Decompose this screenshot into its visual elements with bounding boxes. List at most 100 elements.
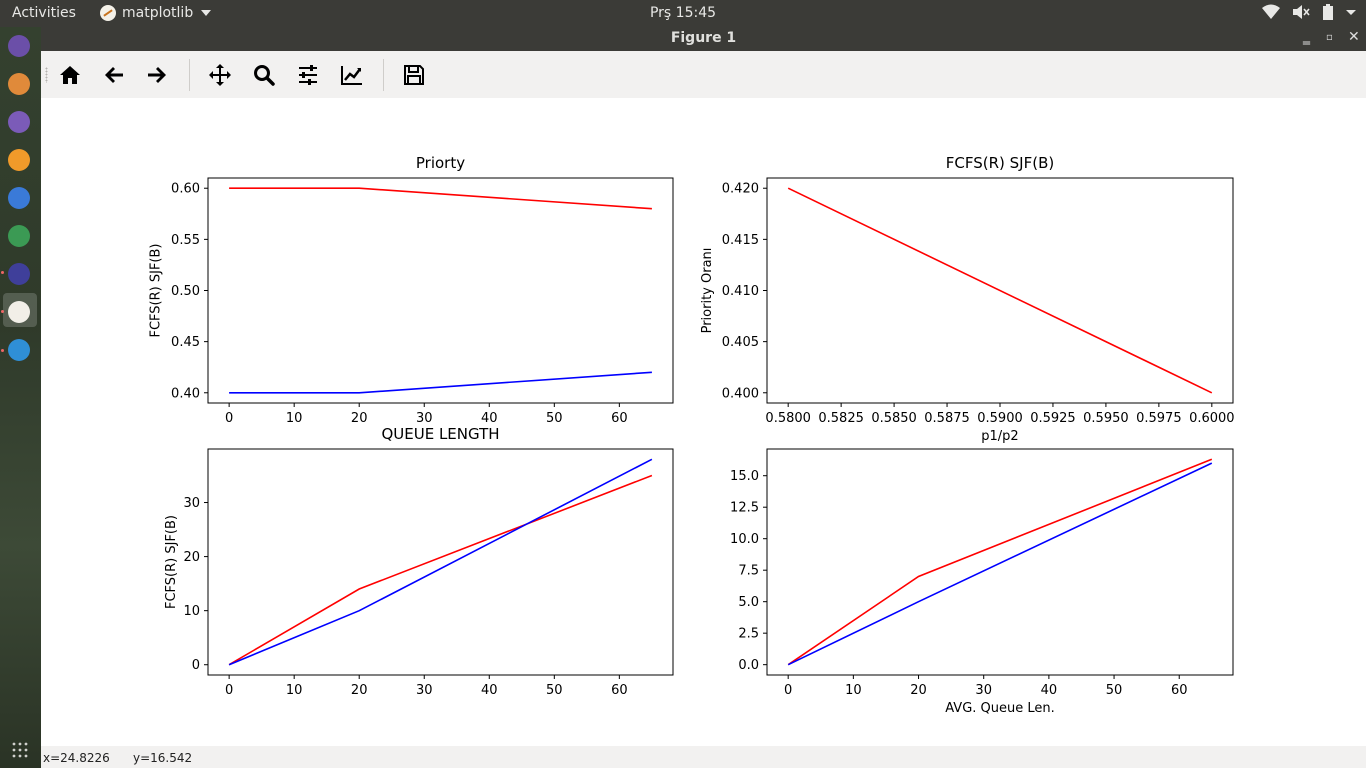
x-tick-label: 40 (481, 683, 498, 698)
series-line (787, 458, 1213, 666)
vscode-icon[interactable] (8, 263, 30, 285)
x-tick-label: 60 (1171, 683, 1188, 698)
y-tick-label: 0.410 (722, 284, 759, 299)
navigation-toolbar (41, 51, 1366, 99)
matplotlib-icon[interactable] (8, 301, 30, 323)
x-tick-label: 0.5875 (924, 411, 970, 426)
x-axis-label: AVG. Queue Len. (945, 701, 1055, 716)
x-tick-label: 0.5950 (1083, 411, 1129, 426)
running-indicator (1, 349, 4, 352)
x-tick-label: 0.5900 (977, 411, 1023, 426)
y-axis-label: Priority Oranı (700, 248, 715, 334)
x-tick-label: 0 (784, 683, 792, 698)
home-icon[interactable] (58, 63, 82, 87)
series-line (228, 474, 653, 666)
minimize-button[interactable]: ‗ (1303, 29, 1310, 45)
zoom-icon[interactable] (252, 63, 276, 87)
x-tick-label: 10 (286, 411, 303, 426)
x-tick-label: 30 (416, 683, 433, 698)
battery-icon[interactable] (1322, 4, 1334, 20)
android-studio-icon[interactable] (8, 225, 30, 247)
x-tick-label: 60 (611, 411, 628, 426)
top-panel: Activities matplotlib Prş 15:45 (0, 0, 1366, 27)
x-tick-label: 50 (546, 411, 563, 426)
chart-title: FCFS(R) SJF(B) (946, 154, 1054, 172)
y-tick-label: 0.60 (171, 182, 200, 197)
x-tick-label: 20 (910, 683, 927, 698)
x-tick-label: 30 (416, 411, 433, 426)
toolbar-separator (383, 59, 384, 91)
x-tick-label: 0.6000 (1189, 411, 1235, 426)
activities-button[interactable]: Activities (12, 5, 76, 21)
opera-icon[interactable] (8, 187, 30, 209)
y-tick-label: 5.0 (738, 595, 759, 610)
app-menu[interactable]: matplotlib (100, 5, 212, 21)
configure-subplots-icon[interactable] (296, 63, 320, 87)
y-tick-label: 15.0 (730, 469, 759, 484)
y-tick-label: 0.45 (171, 335, 200, 350)
figure[interactable]: 0 10 20 30 40 50 60 0.40 0.45 0.50 0.55 0.60 Priorty… (41, 98, 1366, 746)
window-titlebar[interactable]: Figure 1 ‗ ▫ ✕ (41, 27, 1366, 51)
files-icon[interactable] (8, 35, 30, 57)
y-tick-label: 10.0 (730, 532, 759, 547)
libreoffice-writer-icon[interactable] (8, 339, 30, 361)
running-indicator (1, 310, 4, 313)
volume-muted-icon[interactable] (1292, 4, 1310, 20)
save-icon[interactable] (402, 63, 426, 87)
system-tray[interactable] (1262, 4, 1356, 20)
media-player-icon[interactable] (8, 73, 30, 95)
chevron-down-icon[interactable] (1346, 4, 1356, 20)
x-tick-label: 0.5925 (1030, 411, 1076, 426)
x-tick-label: 0.5800 (765, 411, 811, 426)
launcher (0, 27, 41, 768)
x-tick-label: 0.5825 (818, 411, 864, 426)
x-tick-label: 0 (225, 683, 233, 698)
figure-canvas[interactable]: 0 10 20 30 40 50 60 0.40 0.45 0.50 0.55 0.60 Priorty… (41, 98, 1366, 746)
x-axis-label: p1/p2 (981, 429, 1018, 444)
x-tick-label: 0.5850 (871, 411, 917, 426)
text-editor-icon[interactable] (8, 111, 30, 133)
y-tick-label: 0 (192, 658, 200, 673)
close-button[interactable]: ✕ (1348, 29, 1360, 45)
x-tick-label: 10 (286, 683, 303, 698)
chevron-down-icon (201, 10, 212, 16)
back-icon[interactable] (102, 63, 126, 87)
axes-frame (207, 177, 674, 404)
x-tick-label: 20 (351, 683, 368, 698)
wifi-icon[interactable] (1262, 4, 1280, 20)
x-tick-label: 20 (351, 411, 368, 426)
y-tick-label: 0.405 (722, 335, 759, 350)
y-tick-label: 0.40 (171, 386, 200, 401)
x-tick-label: 40 (1041, 683, 1058, 698)
app-menu-label: matplotlib (122, 5, 194, 21)
y-axis-label: FCFS(R) SJF(B) (149, 244, 164, 338)
window-title: Figure 1 (670, 30, 737, 46)
y-tick-label: 0.50 (171, 284, 200, 299)
x-tick-label: 10 (845, 683, 862, 698)
edit-axis-icon[interactable] (340, 63, 364, 87)
series-line (787, 462, 1213, 666)
toolbar-grip[interactable] (45, 67, 48, 83)
x-tick-label: 30 (975, 683, 992, 698)
y-tick-label: 20 (183, 550, 200, 565)
toolbar-separator (189, 59, 190, 91)
running-indicator (1, 271, 4, 274)
status-bar: x=24.8226 y=16.542 (41, 746, 1366, 768)
y-axis-label: FCFS(R) SJF(B) (164, 515, 179, 609)
y-tick-label: 10 (183, 604, 200, 619)
chart-title: Priorty (416, 154, 465, 172)
x-tick-label: 50 (546, 683, 563, 698)
pan-icon[interactable] (208, 63, 232, 87)
axes-frame (207, 448, 674, 676)
maximize-button[interactable]: ▫ (1326, 32, 1333, 43)
show-applications-icon[interactable] (12, 742, 28, 758)
forward-icon[interactable] (145, 63, 169, 87)
y-tick-label: 0.0 (738, 658, 759, 673)
matplotlib-icon (100, 5, 116, 21)
vlc-icon[interactable] (8, 149, 30, 171)
y-tick-label: 2.5 (738, 627, 759, 642)
series-line (787, 187, 1213, 394)
y-tick-label: 0.420 (722, 182, 759, 197)
y-tick-label: 0.415 (722, 233, 759, 248)
series-line (229, 371, 652, 394)
